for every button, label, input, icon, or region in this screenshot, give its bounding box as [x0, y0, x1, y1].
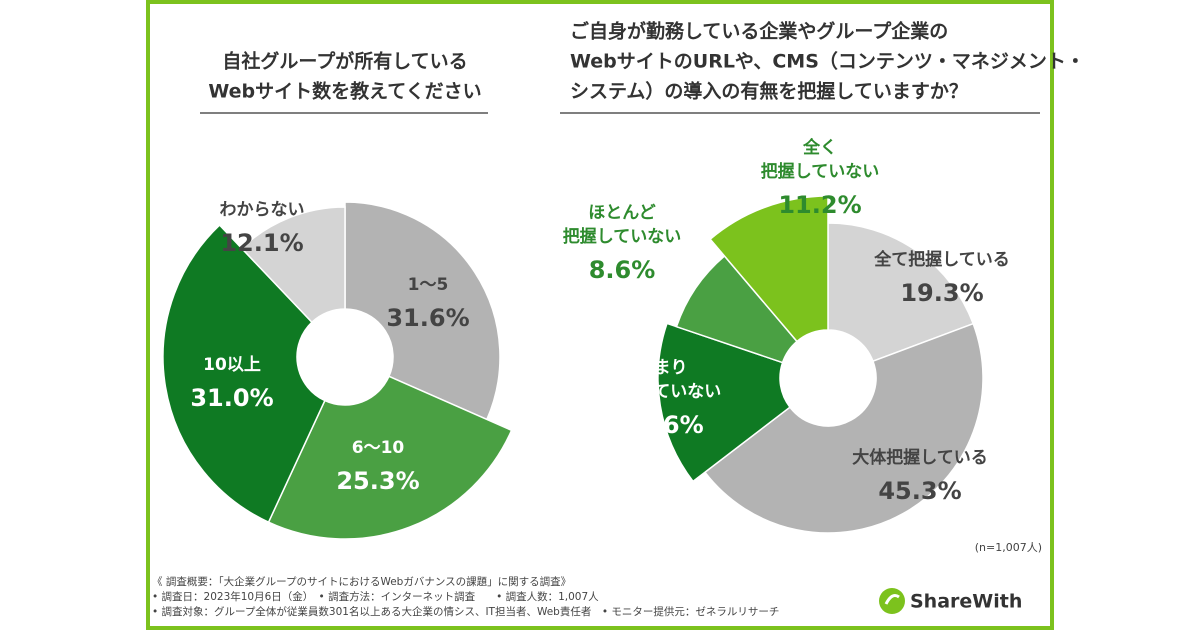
value-label: 31.0% [190, 384, 273, 412]
slice-label: 6〜10 [352, 438, 405, 458]
logo: ShareWith [910, 591, 1022, 613]
pie-slice [240, 206, 346, 324]
slice-label: 全て把握している [873, 249, 1010, 270]
slice-label: 大体把握している [852, 447, 988, 468]
value-label: 12.1% [220, 229, 303, 257]
pie-slice [657, 322, 791, 483]
logo-icon [879, 588, 905, 614]
chart-title: ご自身が勤務している企業やグループ企業の [570, 20, 948, 43]
value-label: 45.3% [878, 477, 961, 505]
sample-note: (n=1,007人) [975, 541, 1042, 554]
pie-slice [344, 201, 501, 421]
slice-label: 全く把握していない [761, 137, 880, 182]
chart-title: システム）の導入の有無を把握していますか？ [570, 80, 968, 103]
value-label: 19.3% [900, 279, 983, 307]
slice-label: 10以上 [203, 355, 261, 375]
value-label: 11.2% [778, 191, 861, 219]
pie-slice [709, 195, 829, 343]
pie-slice [827, 222, 975, 363]
slice-label: あまり把握していない [603, 358, 722, 402]
survey-note: • 調査日：2023年10月6日（金） • 調査方法：インターネット調査 • 調… [152, 590, 599, 603]
chart-title: WebサイトのURLや、CMS（コンテンツ・マネジメント・ [570, 50, 1085, 73]
pie-slice [162, 224, 326, 524]
value-label: 25.3% [336, 467, 419, 495]
pie-slice [703, 322, 984, 534]
value-label: 31.6% [386, 304, 469, 332]
survey-note: 《 調査概要：「大企業グループのサイトにおけるWebガバナンスの課題」に関する調… [152, 575, 571, 588]
slice-label: 1〜5 [408, 275, 449, 295]
value-label: 15.6% [620, 411, 703, 439]
slice-label: ほとんど把握していない [563, 203, 682, 247]
value-label: 8.6% [589, 256, 656, 284]
pie-slice [267, 375, 513, 540]
chart-title: Webサイト数を教えてください [208, 80, 481, 103]
slice-label: わからない [220, 200, 305, 220]
chart-title: 自社グループが所有している [222, 50, 467, 73]
survey-note: • 調査対象：グループ全体が従業員数301名以上ある大企業の情シス、IT担当者、… [152, 605, 779, 618]
